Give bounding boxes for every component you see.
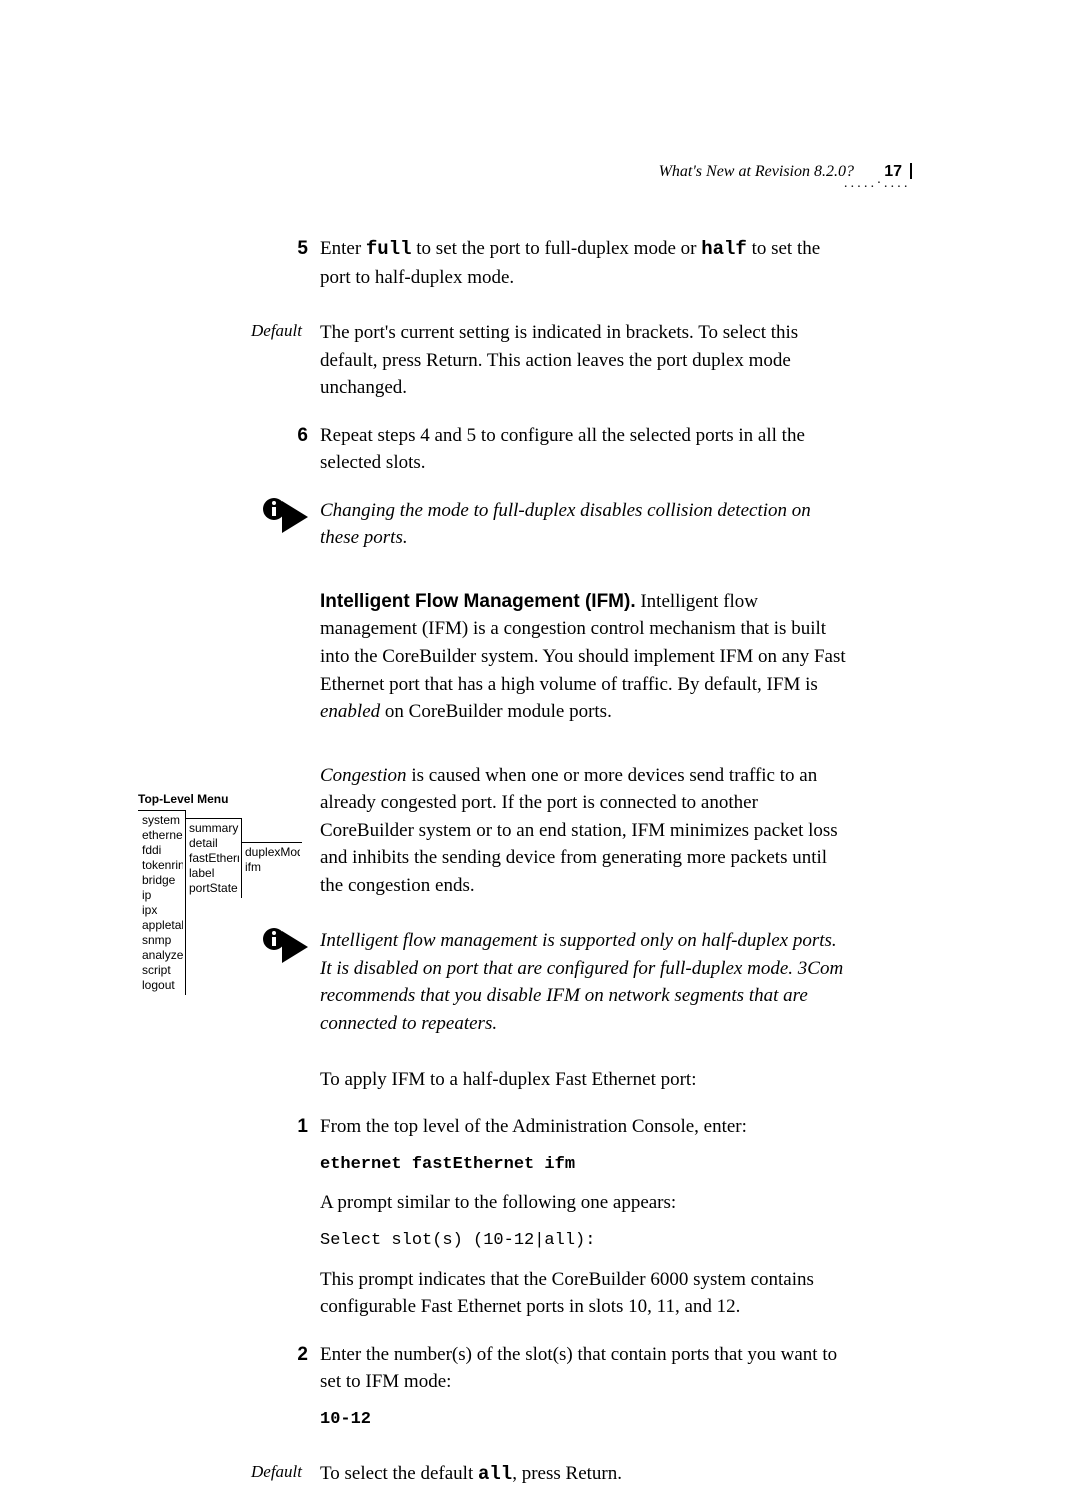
page-number: 17 [884,163,902,181]
text: on CoreBuilder module ports. [380,701,612,722]
step-number: 5 [0,235,320,263]
menu-item: fastEthernet [189,851,239,866]
menu-item: ipx [142,903,183,918]
menu-item: tokenring [142,858,183,873]
default-1-text: The port's current setting is indicated … [320,319,848,402]
ifm-paragraph: Intelligent Flow Management (IFM). Intel… [320,588,848,726]
ifm-heading: Intelligent Flow Management (IFM). [320,591,636,612]
page: What's New at Revision 8.2.0? 17 ·······… [0,0,1080,1397]
command-2: 10-12 [320,1408,848,1433]
menu-item: ifm [245,860,300,875]
menu-item: logout [142,978,183,993]
command-1: ethernet fastEthernet ifm [320,1153,848,1178]
step-2-text: Enter the number(s) of the slot(s) that … [320,1341,848,1396]
header-divider [910,163,912,179]
step-number: 6 [0,422,320,450]
menu-item: bridge [142,873,183,888]
margin-label-default: Default [0,319,320,344]
step-5-text: Enter full to set the port to full-duple… [320,235,848,291]
prompt-explanation: This prompt indicates that the CoreBuild… [320,1266,848,1321]
menu-item: system [142,813,183,828]
margin-label-default: Default [0,1460,320,1485]
text: to set the port to full-duplex mode or [412,238,702,259]
menu-col-2: summarydetailfastEthernetlabelportState [186,818,242,898]
menu-item: detail [189,836,239,851]
menu-col-3: duplexModeifm [242,842,302,877]
menu-item: label [189,866,239,881]
info-icon [262,927,310,967]
menu-item: appletalk [142,918,183,933]
menu-item: fddi [142,843,183,858]
menu-title: Top-Level Menu [138,792,318,807]
menu-item: ip [142,888,183,903]
text: To select the default [320,1463,478,1484]
header-dots: ·········· [843,180,910,196]
prompt-text: Select slot(s) (10-12|all): [320,1229,848,1254]
menu-item: analyzer [142,948,183,963]
info-icon-col [0,497,320,542]
step-number: 1 [0,1113,320,1141]
note-1: Changing the mode to full-duplex disable… [320,497,848,552]
text: , press Return. [512,1463,622,1484]
step-6-text: Repeat steps 4 and 5 to configure all th… [320,422,848,477]
default-2-text: To select the default all, press Return. [320,1460,848,1489]
code-half: half [701,238,747,260]
menu-col-1: systemethernetfdditokenringbridgeipipxap… [138,810,186,995]
step-1-text: From the top level of the Administration… [320,1113,848,1141]
prompt-intro: A prompt similar to the following one ap… [320,1189,848,1217]
apply-line: To apply IFM to a half-duplex Fast Ether… [320,1066,848,1094]
menu-diagram: Top-Level Menu systemethernetfdditokenri… [138,792,318,810]
note-2: Intelligent flow management is supported… [320,927,848,1037]
menu-item: snmp [142,933,183,948]
step-number: 2 [0,1341,320,1369]
info-icon [262,497,310,537]
ifm-enabled-word: enabled [320,701,380,722]
text: Enter [320,238,366,259]
menu-item: portState [189,881,239,896]
running-header: What's New at Revision 8.2.0? [659,163,854,181]
menu-item: script [142,963,183,978]
code-all: all [478,1463,512,1485]
code-full: full [366,238,412,260]
congestion-paragraph: Congestion is caused when one or more de… [320,762,848,900]
menu-item: ethernet [142,828,183,843]
menu-item: summary [189,821,239,836]
congestion-word: Congestion [320,765,407,786]
menu-item: duplexMode [245,845,300,860]
